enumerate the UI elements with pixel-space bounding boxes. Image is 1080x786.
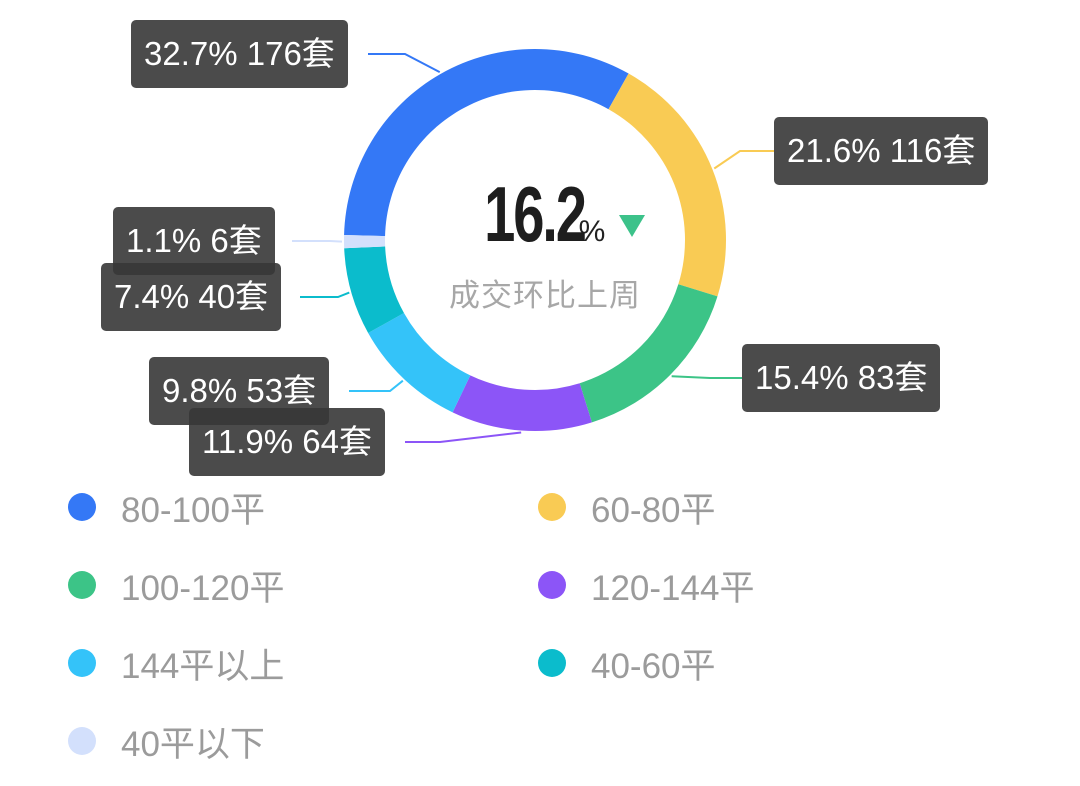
donut-slice[interactable] xyxy=(344,235,386,249)
leader-line xyxy=(368,53,441,74)
leader-line xyxy=(349,379,404,392)
legend-item-120-144[interactable]: 120-144平 xyxy=(538,563,754,608)
legend-dot-icon xyxy=(538,649,566,677)
donut-slice[interactable] xyxy=(344,246,404,333)
leader-line xyxy=(671,375,742,379)
legend-label: 144平以上 xyxy=(121,646,285,686)
leader-line xyxy=(713,150,774,170)
data-label-under-40: 1.1% 6套 xyxy=(113,207,275,275)
legend-dot-icon xyxy=(68,727,96,755)
legend-dot-icon xyxy=(538,571,566,599)
leader-line xyxy=(405,431,522,443)
data-label-100-120: 15.4% 83套 xyxy=(742,344,941,412)
legend-label: 120-144平 xyxy=(591,568,755,608)
data-label-60-80: 21.6% 116套 xyxy=(774,117,989,185)
center-subtitle: 成交环比上周 xyxy=(449,278,641,313)
donut-slice[interactable] xyxy=(344,49,629,237)
legend-item-under-40[interactable]: 40平以下 xyxy=(68,719,265,764)
legend-dot-icon xyxy=(68,493,96,521)
legend-dot-icon xyxy=(68,649,96,677)
legend-item-80-100[interactable]: 80-100平 xyxy=(68,485,265,530)
donut-slice[interactable] xyxy=(368,313,471,413)
legend-item-40-60[interactable]: 40-60平 xyxy=(538,641,716,686)
legend-item-144-plus[interactable]: 144平以上 xyxy=(68,641,284,686)
legend-label: 40-60平 xyxy=(591,646,716,686)
donut-slices xyxy=(344,49,726,432)
legend-dot-icon xyxy=(68,571,96,599)
legend-dot-icon xyxy=(538,493,566,521)
data-label-120-144: 11.9% 64套 xyxy=(189,408,385,476)
legend-item-60-80[interactable]: 60-80平 xyxy=(538,485,716,530)
leader-lines xyxy=(292,53,774,443)
leader-line xyxy=(300,291,350,298)
legend-item-100-120[interactable]: 100-120平 xyxy=(68,563,284,608)
donut-slice[interactable] xyxy=(608,73,726,297)
legend-label: 40平以下 xyxy=(121,724,265,764)
donut-slice[interactable] xyxy=(579,284,718,423)
legend-label: 80-100平 xyxy=(121,490,265,530)
data-label-80-100: 32.7% 176套 xyxy=(131,20,348,88)
legend-label: 60-80平 xyxy=(591,490,716,530)
legend-label: 100-120平 xyxy=(121,568,285,608)
donut-slice[interactable] xyxy=(452,375,592,432)
leader-line xyxy=(292,240,343,243)
